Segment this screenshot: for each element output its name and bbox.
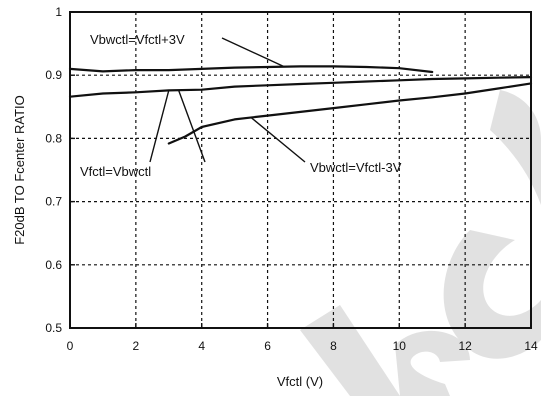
leader-line-1 (149, 90, 170, 163)
x-ticks: 0 2 4 6 8 10 12 14 (67, 323, 538, 353)
y-ticks: 0.5 0.6 0.7 0.8 0.9 1 (45, 5, 75, 335)
plot-frame (69, 11, 532, 329)
y-tick-label-0.6: 0.6 (45, 258, 62, 272)
annotation-vbwctl-plus-3v: Vbwctl=Vfctl+3V (90, 32, 185, 47)
grid (70, 12, 531, 328)
y-axis-title: F20dB TO Fcenter RATIO (12, 95, 27, 245)
y-tick-label-0.7: 0.7 (45, 195, 62, 209)
y-tick-label-0.5: 0.5 (45, 321, 62, 335)
series-line-1 (68, 76, 533, 98)
series-line-2 (167, 82, 533, 145)
series-layer (68, 65, 533, 145)
x-axis-title: Vfctl (V) (277, 374, 323, 389)
series-line-0 (68, 65, 434, 74)
y-tick-label-1: 1 (55, 5, 62, 19)
x-tick-label-12: 12 (458, 339, 472, 353)
x-tick-label-10: 10 (393, 339, 407, 353)
leader-layer (149, 37, 306, 163)
y-tick-label-0.8: 0.8 (45, 131, 62, 145)
x-tick-label-14: 14 (524, 339, 538, 353)
annotation-vbwctl-minus-3v: Vbwctl=Vfctl-3V (310, 160, 402, 175)
leader-line-0 (221, 37, 285, 68)
y-tick-label-0.9: 0.9 (45, 68, 62, 82)
x-tick-label-6: 6 (264, 339, 271, 353)
leader-line-3 (250, 117, 306, 163)
annotation-vfctl-equals-vbwctl: Vfctl=Vbwctl (80, 164, 151, 179)
x-tick-label-8: 8 (330, 339, 337, 353)
leader-line-2 (178, 90, 206, 163)
x-tick-label-2: 2 (133, 339, 140, 353)
x-tick-label-4: 4 (198, 339, 205, 353)
x-tick-label-0: 0 (67, 339, 74, 353)
